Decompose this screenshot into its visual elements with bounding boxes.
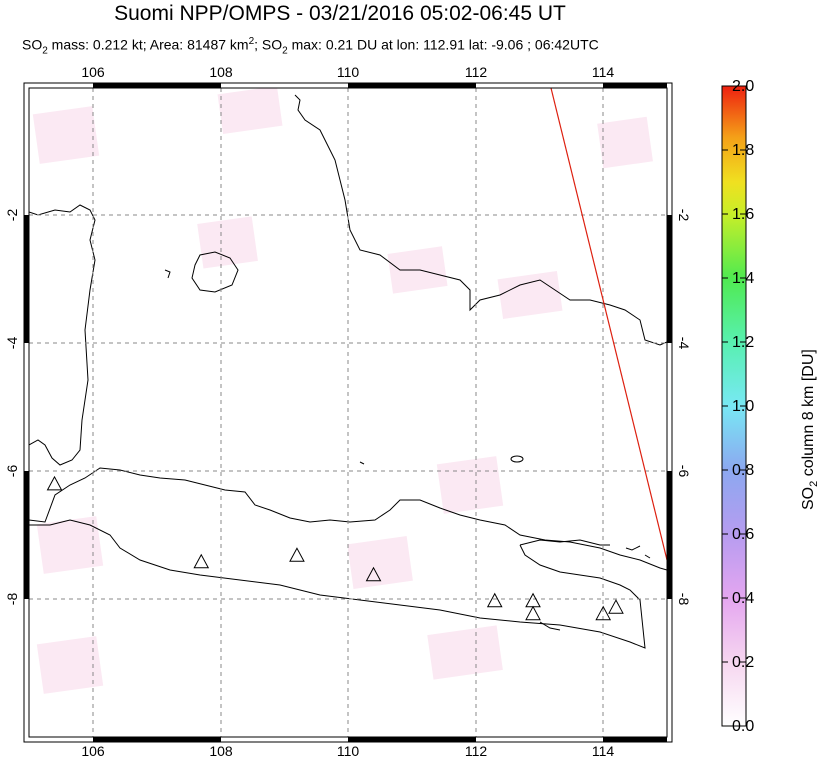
colorbar-label: 0.2 [732, 654, 755, 671]
lat-tick-left: -8 [4, 593, 20, 606]
volcano-marker [46, 475, 63, 491]
colorbar-label: 0.8 [732, 462, 755, 479]
colorbar-label: 1.2 [732, 334, 755, 351]
coastlines [29, 94, 667, 649]
map-plot-area [29, 88, 667, 737]
lon-tick-top: 112 [465, 64, 488, 80]
lon-tick-bottom: 108 [209, 743, 233, 759]
colorbar-label: 0.0 [732, 718, 755, 735]
lat-tick-left: -4 [4, 337, 20, 350]
colorbar-label: 1.0 [732, 398, 755, 415]
volcano-markers [46, 475, 624, 621]
colorbar-label: 1.8 [732, 142, 755, 159]
volcano-marker [486, 592, 503, 608]
lon-tick-top: 114 [592, 64, 615, 80]
volcano-marker [289, 547, 305, 562]
lat-tick-left: -6 [4, 465, 20, 478]
volcano-marker [595, 605, 612, 621]
lon-tick-top: 106 [81, 64, 105, 80]
lon-tick-bottom: 112 [465, 743, 488, 759]
lon-tick-top: 110 [337, 64, 360, 80]
map-title: Suomi NPP/OMPS - 03/21/2016 05:02-06:45 … [114, 2, 566, 25]
colorbar-ticks [722, 149, 746, 663]
lon-tick-bottom: 106 [81, 743, 105, 759]
lat-tick-right: -2 [676, 209, 692, 222]
lon-tick-top: 108 [209, 64, 233, 80]
volcano-marker [193, 553, 210, 569]
colorbar-label: 2.0 [732, 78, 755, 95]
colorbar-label: 1.4 [732, 270, 755, 287]
swath-edge-line [550, 87, 668, 561]
lat-tick-right: -4 [676, 337, 692, 350]
map-subtitle: SO2 mass: 0.212 kt; Area: 81487 km2; SO2… [22, 36, 599, 57]
volcano-marker [608, 599, 624, 614]
colorbar-label: 1.6 [732, 206, 755, 223]
volcano-marker [365, 566, 382, 582]
lon-tick-labels: 106 108 110 112 114 106 108 110 112 114 [81, 64, 614, 759]
graticule [29, 88, 667, 737]
so2-pixels [32, 88, 653, 694]
lon-tick-bottom: 110 [337, 743, 360, 759]
frame-segments [24, 83, 672, 742]
lat-tick-right: -8 [676, 593, 692, 606]
lat-tick-right: -6 [676, 465, 692, 478]
colorbar-label: 0.6 [732, 526, 755, 543]
lat-tick-left: -2 [4, 209, 20, 222]
lat-tick-labels: -2 -4 -6 -8 -2 -4 -6 -8 [4, 209, 692, 606]
colorbar-label: 0.4 [732, 590, 755, 607]
lon-tick-bottom: 114 [592, 743, 615, 759]
colorbar-title: SO2 column 8 km [DU] [800, 349, 821, 510]
volcano-marker [525, 605, 541, 621]
